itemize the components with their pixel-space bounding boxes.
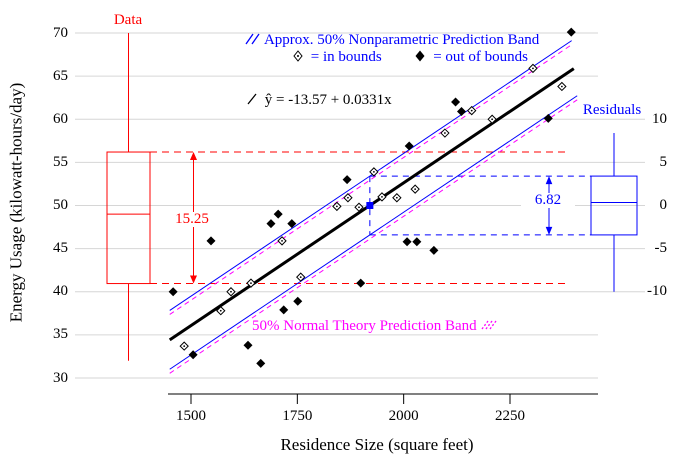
- regression-equation: ŷ = -13.57 + 0.0331x: [243, 92, 392, 108]
- out-of-bounds-point: [404, 141, 414, 151]
- in-bounds-point-dot: [470, 109, 473, 112]
- out-of-bounds-point: [279, 305, 289, 315]
- data-boxplot-label: Data: [113, 12, 143, 28]
- normal-band-legend: 50% Normal Theory Prediction Band: [252, 318, 498, 334]
- out-of-bounds-point: [356, 278, 366, 288]
- normal-band-lower-line: [169, 99, 578, 374]
- out-of-bounds-point: [256, 358, 266, 368]
- in-bounds-point-dot: [395, 196, 398, 199]
- nonparametric-band-lower-line: [169, 95, 578, 370]
- nonparametric-band-label: Approx. 50% Nonparametric Prediction Ban…: [263, 32, 540, 48]
- out-of-bounds-point: [293, 296, 303, 306]
- arrowhead-up-icon: [190, 152, 197, 161]
- in-bounds-point-dot: [347, 196, 349, 199]
- in-bounds-point-dot: [183, 345, 186, 347]
- in-bounds-point-dot: [230, 290, 232, 293]
- residuals-boxplot-label: Residuals: [582, 102, 642, 118]
- out-of-bounds-point: [287, 219, 297, 229]
- normal-band-upper-line: [169, 44, 572, 315]
- out-of-bounds-point: [273, 209, 283, 219]
- out-of-bounds-point: [566, 27, 576, 37]
- out-of-bounds-point: [266, 219, 276, 229]
- x-tick-label: 2250: [494, 408, 525, 424]
- in-bounds-label: = in bounds: [310, 49, 382, 65]
- y-axis-title: Energy Usage (kilowatt-hours/day): [6, 82, 26, 323]
- residual-tick-label: 0: [659, 197, 668, 213]
- in-bounds-point-dot: [372, 170, 375, 173]
- in-bounds-point-dot: [219, 309, 222, 312]
- in-bounds-point-dot: [281, 239, 283, 242]
- y-tick-label: 40: [53, 283, 68, 300]
- in-bounds-point-dot: [532, 67, 534, 70]
- in-bounds-point-dot: [444, 132, 446, 134]
- out-of-bounds-point: [206, 236, 216, 246]
- out-of-bounds-label: = out of bounds: [433, 49, 528, 65]
- band-center-marker: [366, 202, 374, 209]
- out-of-bounds-point: [342, 175, 352, 185]
- y-tick-label: 30: [53, 369, 68, 386]
- in-bounds-point-dot: [560, 85, 563, 88]
- out-of-bounds-point: [412, 237, 422, 247]
- y-tick-label: 35: [53, 326, 68, 343]
- in-bounds-point-dot: [335, 205, 338, 208]
- open-diamond-icon: [289, 49, 307, 65]
- x-tick-label: 1750: [282, 408, 313, 424]
- in-bounds-point-dot: [381, 195, 383, 198]
- y-tick-label: 65: [53, 67, 68, 84]
- equation-label: ŷ = -13.57 + 0.0331x: [264, 92, 392, 108]
- out-of-bounds-point: [543, 113, 553, 123]
- x-tick-label: 2000: [388, 408, 419, 424]
- normal-band-label: 50% Normal Theory Prediction Band: [252, 318, 477, 334]
- in-bounds-point-dot: [358, 206, 360, 209]
- iqr-annotation: 15.25: [165, 212, 219, 227]
- in-bounds-point-dot: [299, 276, 302, 278]
- triple-slash-icon: [480, 318, 498, 334]
- y-tick-label: 50: [53, 197, 68, 213]
- double-slash-icon: [243, 32, 261, 48]
- slash-icon: [243, 92, 261, 108]
- arrowhead-down-icon: [190, 275, 197, 284]
- data-box: [106, 151, 151, 285]
- y-tick-label: 60: [53, 110, 68, 127]
- out-of-bounds-point: [188, 350, 198, 360]
- in-bounds-point-dot: [491, 118, 494, 121]
- out-of-bounds-point: [168, 287, 178, 297]
- in-bounds-point-dot: [414, 188, 417, 191]
- out-of-bounds-point: [402, 237, 412, 247]
- arrowhead-up-icon: [545, 176, 553, 185]
- bounds-legend: = in bounds = out of bounds: [289, 49, 554, 65]
- arrowhead-down-icon: [545, 226, 553, 235]
- x-tick-label: 1500: [176, 408, 206, 424]
- nonparametric-band-upper-line: [169, 40, 572, 311]
- filled-diamond-icon: [411, 49, 429, 65]
- residual-tick-label: -5: [654, 240, 668, 257]
- residual-tick-label: 10: [652, 110, 667, 127]
- residual-box: [590, 175, 638, 236]
- out-of-bounds-point: [451, 97, 461, 107]
- y-tick-label: 45: [53, 240, 68, 257]
- out-of-bounds-point: [429, 245, 439, 255]
- nonparametric-band-legend: Approx. 50% Nonparametric Prediction Ban…: [243, 32, 539, 48]
- y-tick-label: 55: [53, 153, 68, 170]
- residual-tick-label: -10: [647, 283, 667, 300]
- y-tick-label: 70: [53, 24, 68, 41]
- out-of-bounds-point: [457, 106, 467, 116]
- in-bounds-point-dot: [250, 282, 252, 285]
- out-of-bounds-point: [243, 340, 253, 350]
- band-width-annotation: 6.82: [521, 193, 575, 208]
- x-axis-title: Residence Size (square feet): [280, 435, 474, 454]
- residual-tick-label: 5: [659, 153, 668, 170]
